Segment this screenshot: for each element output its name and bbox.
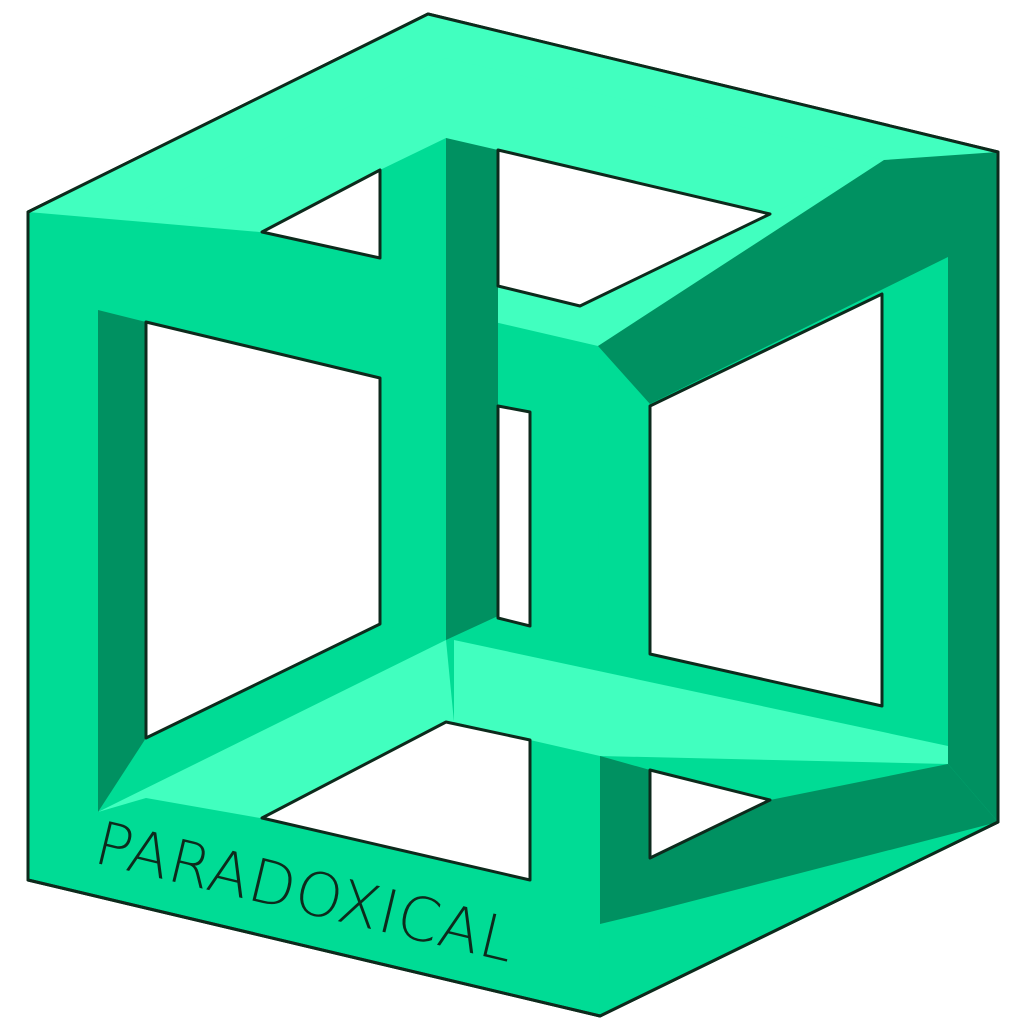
bottom-left-bar — [98, 640, 454, 818]
cube-outline — [26, 12, 1000, 1018]
top-left-hole — [260, 168, 382, 260]
top-left-bar — [146, 58, 446, 232]
bottom-center-hole — [260, 720, 532, 882]
top-back-bar — [446, 58, 884, 214]
left-bar-shadow — [98, 310, 146, 812]
center-slit — [496, 404, 532, 628]
impossible-cube-icon — [26, 12, 1000, 1018]
top-right-hole — [496, 148, 772, 308]
bottom-right-hole — [648, 768, 772, 860]
right-face-inner-edge — [948, 152, 998, 822]
left-window — [144, 320, 382, 740]
right-window — [648, 292, 884, 708]
bottom-front-shadow — [600, 756, 650, 924]
center-bar-light — [380, 138, 446, 640]
center-bar-shadow — [446, 138, 498, 640]
bottom-right-shadow — [650, 764, 998, 912]
right-face-top-bar — [598, 152, 998, 404]
bottom-right-bar — [454, 640, 948, 764]
